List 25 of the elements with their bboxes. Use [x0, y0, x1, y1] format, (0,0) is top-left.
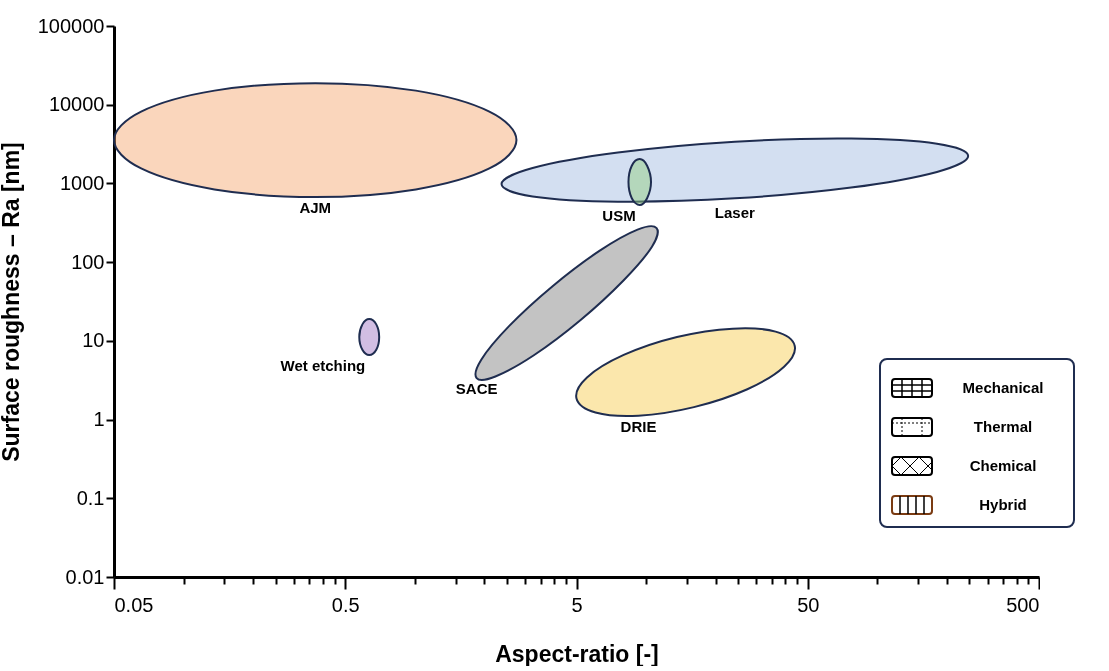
y-axis-title: Surface roughness – Ra [nm]	[0, 142, 24, 462]
series-label: Laser	[714, 203, 756, 221]
annotation: Thermal	[972, 418, 1034, 435]
y-tick-label: 0.01	[65, 565, 105, 588]
y-tick-label: 100000	[37, 14, 105, 37]
x-tick-label: 500	[1006, 593, 1040, 616]
series-label: SACE	[455, 380, 498, 398]
annotation: Hybrid	[978, 496, 1028, 513]
x-tick-label: 0.05	[114, 593, 154, 616]
y-tick-label: 100	[71, 250, 105, 273]
annotation: Mechanical	[961, 379, 1045, 396]
x-tick-label: 50	[797, 593, 820, 616]
series-label: AJM	[299, 199, 332, 217]
series-label: Wet etching	[280, 357, 366, 375]
series-label: DRIE	[620, 417, 657, 435]
y-tick-label: 0.1	[76, 486, 105, 509]
series-label: USM	[602, 207, 636, 224]
x-tick-label: 5	[571, 593, 583, 616]
y-tick-label: 10000	[48, 93, 105, 116]
annotation: Chemical	[968, 457, 1038, 474]
y-tick-label: 10	[82, 329, 105, 352]
y-tick-label: 1	[93, 408, 105, 431]
x-tick-label: 0.5	[331, 593, 360, 616]
y-tick-label: 1000	[60, 171, 105, 194]
x-axis-title: Aspect-ratio [-]	[495, 640, 659, 667]
